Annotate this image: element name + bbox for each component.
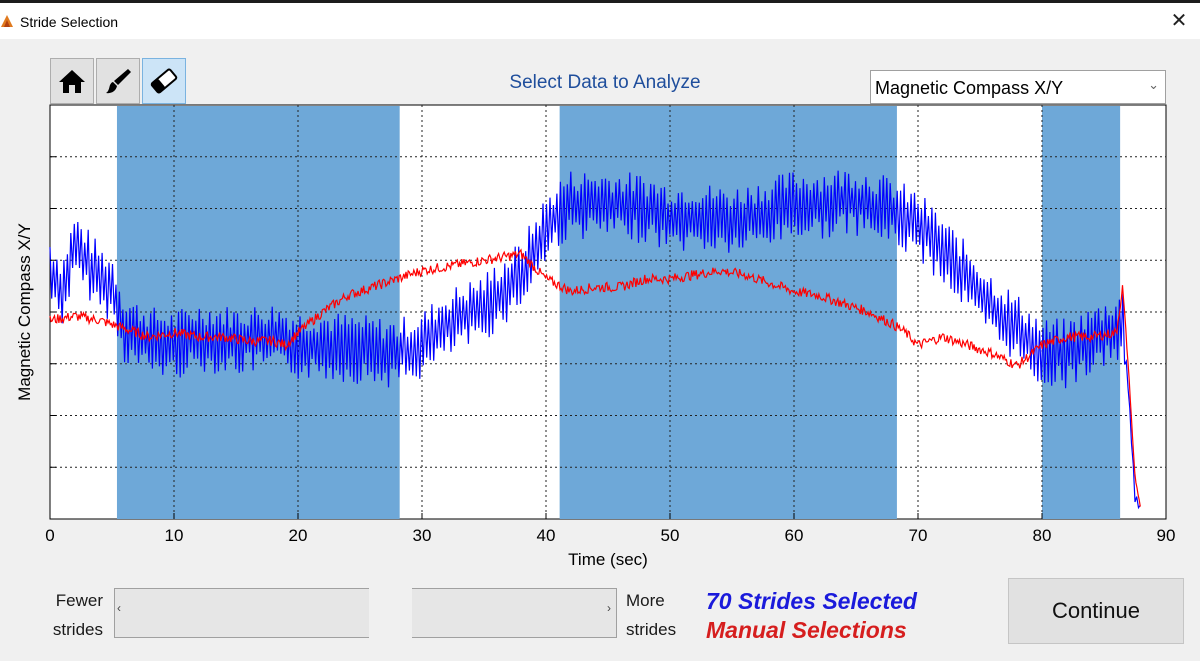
chevron-down-icon: ⌄ xyxy=(1148,77,1159,92)
slider-right-arrow-icon[interactable]: › xyxy=(607,601,611,615)
fewer-label: Fewer strides xyxy=(52,591,103,639)
selected-region-1 xyxy=(116,106,400,519)
x-tick-label: 90 xyxy=(1157,526,1176,545)
x-tick-label: 0 xyxy=(45,526,54,545)
window-top-border xyxy=(0,0,1200,3)
sensor-dropdown[interactable]: Magnetic Compass X/Y ⌄ xyxy=(870,70,1166,104)
x-tick-label: 80 xyxy=(1033,526,1052,545)
x-tick-label: 70 xyxy=(909,526,928,545)
x-tick-label: 60 xyxy=(785,526,804,545)
continue-button[interactable]: Continue xyxy=(1008,578,1184,644)
series-line-2 xyxy=(49,248,1141,507)
window-title: Stride Selection xyxy=(20,14,119,30)
home-button[interactable] xyxy=(50,58,94,104)
title-bar: Stride Selection ✕ xyxy=(0,3,1200,39)
x-tick-label: 50 xyxy=(661,526,680,545)
brush-button[interactable] xyxy=(96,58,140,104)
strides-selected-status: 70 Strides Selected xyxy=(706,588,917,614)
x-tick-label: 30 xyxy=(413,526,432,545)
close-icon[interactable]: ✕ xyxy=(1170,10,1188,32)
stride-chart[interactable]: 0 10 20 30 40 50 60 70 80 90 Time (sec) Magnetic … xyxy=(0,100,1200,572)
dropdown-value: Magnetic Compass X/Y xyxy=(875,78,1064,98)
more-label: More strides xyxy=(626,591,677,639)
slider-left-arrow-icon[interactable]: ‹ xyxy=(117,601,121,615)
x-tick-label: 10 xyxy=(165,526,184,545)
brush-icon xyxy=(106,69,131,94)
slider-thumb[interactable] xyxy=(369,578,412,642)
x-tick-label: 40 xyxy=(537,526,556,545)
page-heading: Select Data to Analyze xyxy=(509,72,701,93)
matlab-app-icon xyxy=(1,15,13,27)
y-axis-title: Magnetic Compass X/Y xyxy=(15,223,34,401)
x-axis-title: Time (sec) xyxy=(568,550,648,569)
manual-selections-status: Manual Selections xyxy=(706,617,907,643)
home-icon xyxy=(59,70,85,93)
x-tick-label: 20 xyxy=(289,526,308,545)
eraser-button[interactable] xyxy=(142,58,186,104)
eraser-icon xyxy=(150,68,178,94)
stride-slider[interactable] xyxy=(114,588,617,638)
series-line-1 xyxy=(49,170,1141,510)
